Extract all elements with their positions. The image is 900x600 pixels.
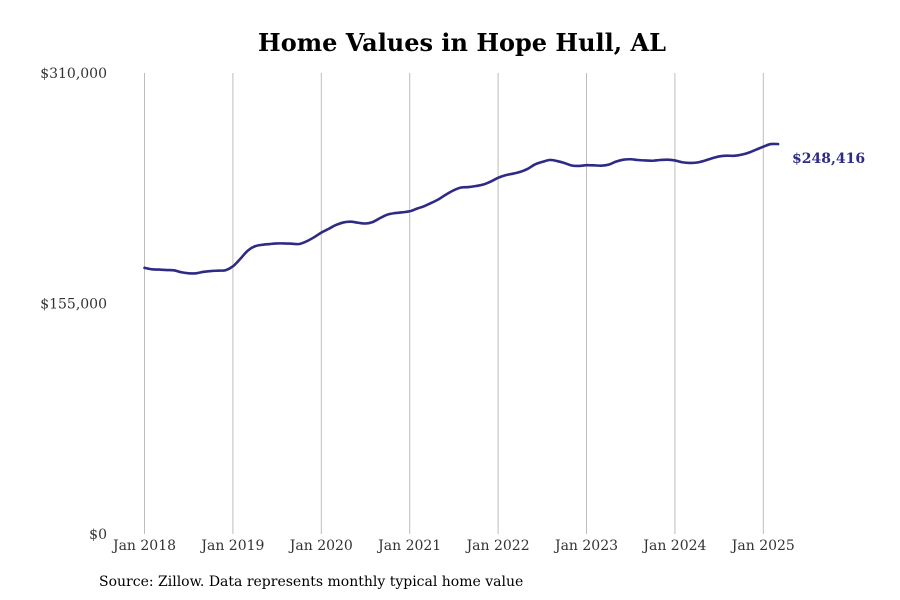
x-tick-label: Jan 2019 [199,538,264,554]
x-tick-label: Jan 2024 [641,538,706,554]
x-tick-label: Jan 2023 [553,538,618,554]
end-value-label: $248,416 [792,151,865,167]
source-note: Source: Zillow. Data represents monthly … [99,574,524,590]
chart-title: Home Values in Hope Hull, AL [258,28,666,57]
x-tick-label: Jan 2018 [111,538,176,554]
x-tick-label: Jan 2020 [288,538,353,554]
x-tick-label: Jan 2022 [465,538,530,554]
y-tick-label: $310,000 [40,66,107,82]
x-axis-tick-labels: Jan 2018 Jan 2019 Jan 2020 Jan 2021 Jan 2022… [111,538,795,554]
y-tick-label: $0 [89,527,107,543]
series-line-home-value [143,142,780,275]
x-tick-label: Jan 2021 [376,538,441,554]
x-tick-label: Jan 2025 [730,538,795,554]
y-axis-tick-labels: $0 $155,000 $310,000 [40,66,107,543]
vertical-gridlines [144,73,764,534]
y-tick-label: $155,000 [40,297,107,313]
